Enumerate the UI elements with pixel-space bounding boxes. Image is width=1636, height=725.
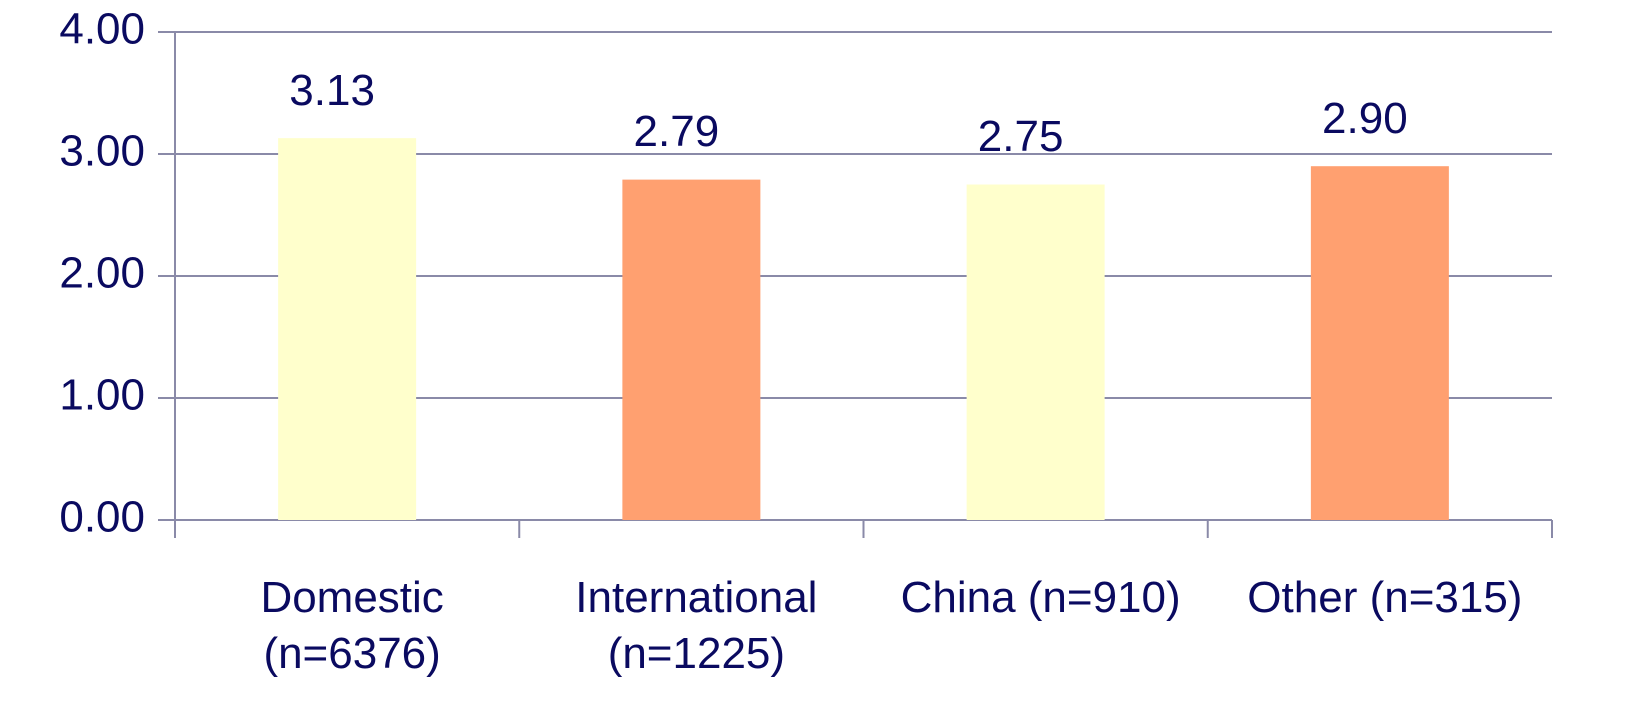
x-tick-label-box: Domestic (n=6376)	[260, 573, 444, 678]
bar	[622, 179, 761, 520]
value-label: 2.90	[1322, 94, 1408, 143]
value-label: 2.79	[634, 107, 720, 156]
x-tick-label-box: International (n=1225)	[575, 573, 818, 678]
x-tick-label: Domestic (n=6376)	[260, 573, 444, 678]
value-label: 2.75	[978, 112, 1064, 161]
y-tick-label: 4.00	[59, 5, 145, 54]
bar	[278, 138, 417, 520]
value-label: 3.13	[289, 66, 375, 115]
x-tick-label-box: Other (n=315)	[1247, 573, 1523, 622]
y-tick-label: 2.00	[59, 249, 145, 298]
x-tick-label: International (n=1225)	[575, 573, 818, 678]
x-tick-label: China (n=910)	[900, 573, 1181, 622]
y-tick-label: 1.00	[59, 371, 145, 420]
y-tick-label: 0.00	[59, 493, 145, 542]
y-tick-label: 3.00	[59, 127, 145, 176]
bar	[966, 184, 1105, 520]
x-tick-label: Other (n=315)	[1247, 573, 1523, 622]
bar	[1310, 166, 1449, 520]
x-tick-label-box: China (n=910)	[900, 573, 1181, 622]
